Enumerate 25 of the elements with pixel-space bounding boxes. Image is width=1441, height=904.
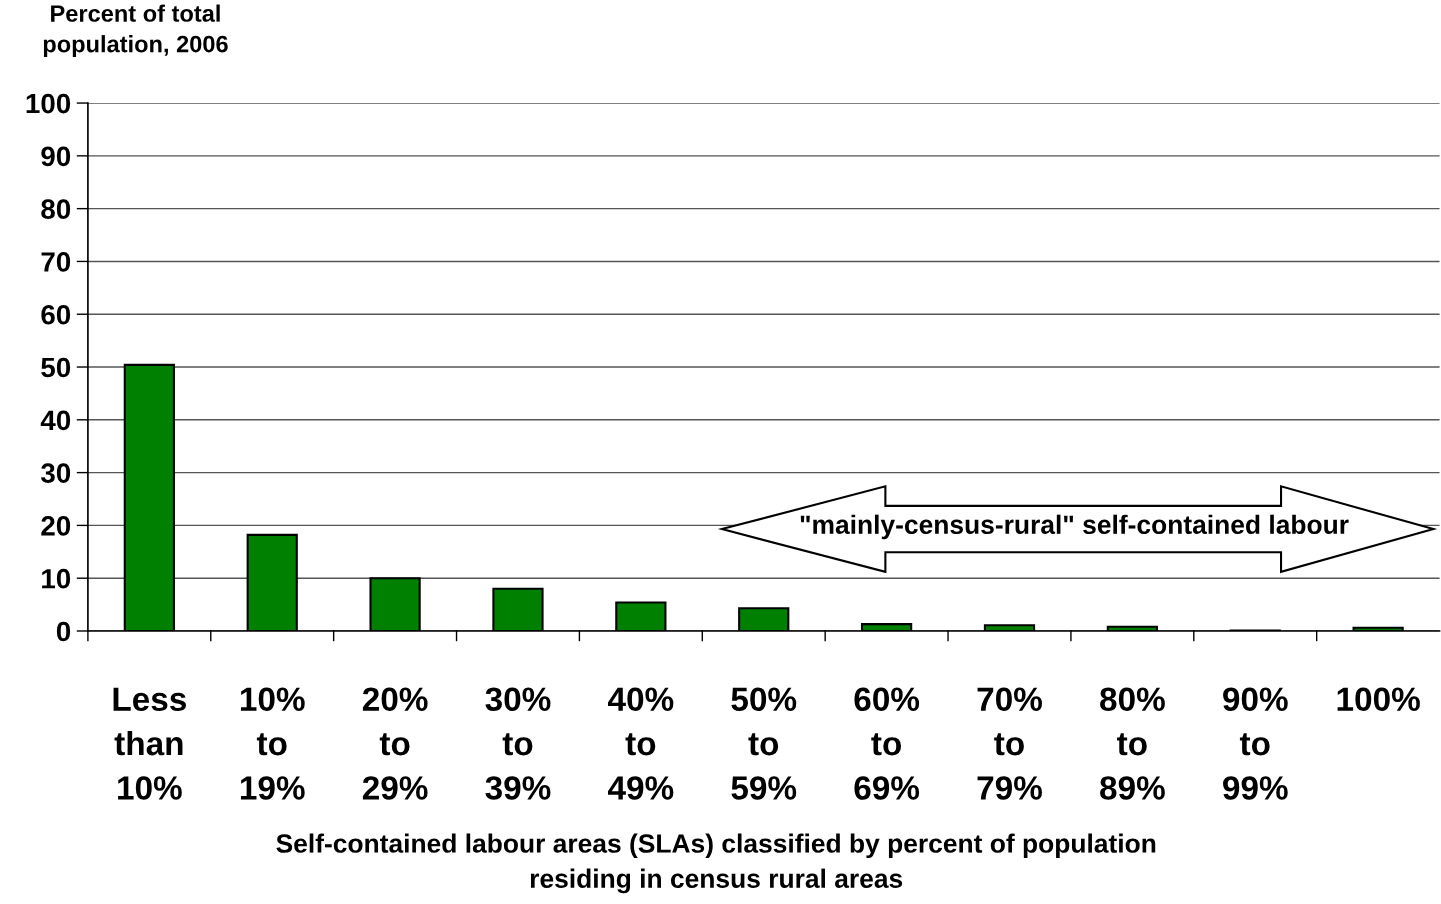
y-axis-title: Percent of total population, 2006 <box>43 4 228 58</box>
y-tick-label: 80 <box>41 199 71 219</box>
x-tick-label: 10% to 19% <box>240 687 305 800</box>
x-tick-label: 40% to 49% <box>608 687 674 800</box>
y-tick-label: 10 <box>42 568 71 589</box>
y-tick-label: 60 <box>41 304 71 325</box>
x-tick-label: 50% to 59% <box>731 687 797 800</box>
x-tick-label: 90% to 99% <box>1223 687 1288 800</box>
x-tick-label: Less than 10% <box>113 687 186 800</box>
y-tick-label: 50 <box>41 357 71 378</box>
x-tick-label: 80% to 89% <box>1100 687 1165 800</box>
y-tick-label: 40 <box>40 410 71 431</box>
x-tick-label: 20% to 29% <box>362 687 428 800</box>
x-tick-label: 60% to 69% <box>854 687 920 800</box>
y-tick-label: 100 <box>26 93 71 114</box>
x-tick-label: 30% to 39% <box>485 687 551 800</box>
y-tick-label: 90 <box>41 146 71 167</box>
y-tick-label: 70 <box>41 252 71 272</box>
x-tick-label: 100% <box>1337 687 1420 712</box>
y-tick-label: 30 <box>40 463 71 483</box>
annotation: "mainly-census-rural" self-contained labour <box>800 514 1349 540</box>
x-axis-title: Self-contained labour areas (SLAs) classified by percent of population residing in census rural areas <box>276 833 1156 894</box>
y-tick-label: 20 <box>41 516 71 536</box>
y-tick-label: 0 <box>56 621 71 642</box>
x-tick-label: 70% to 79% <box>977 687 1042 800</box>
